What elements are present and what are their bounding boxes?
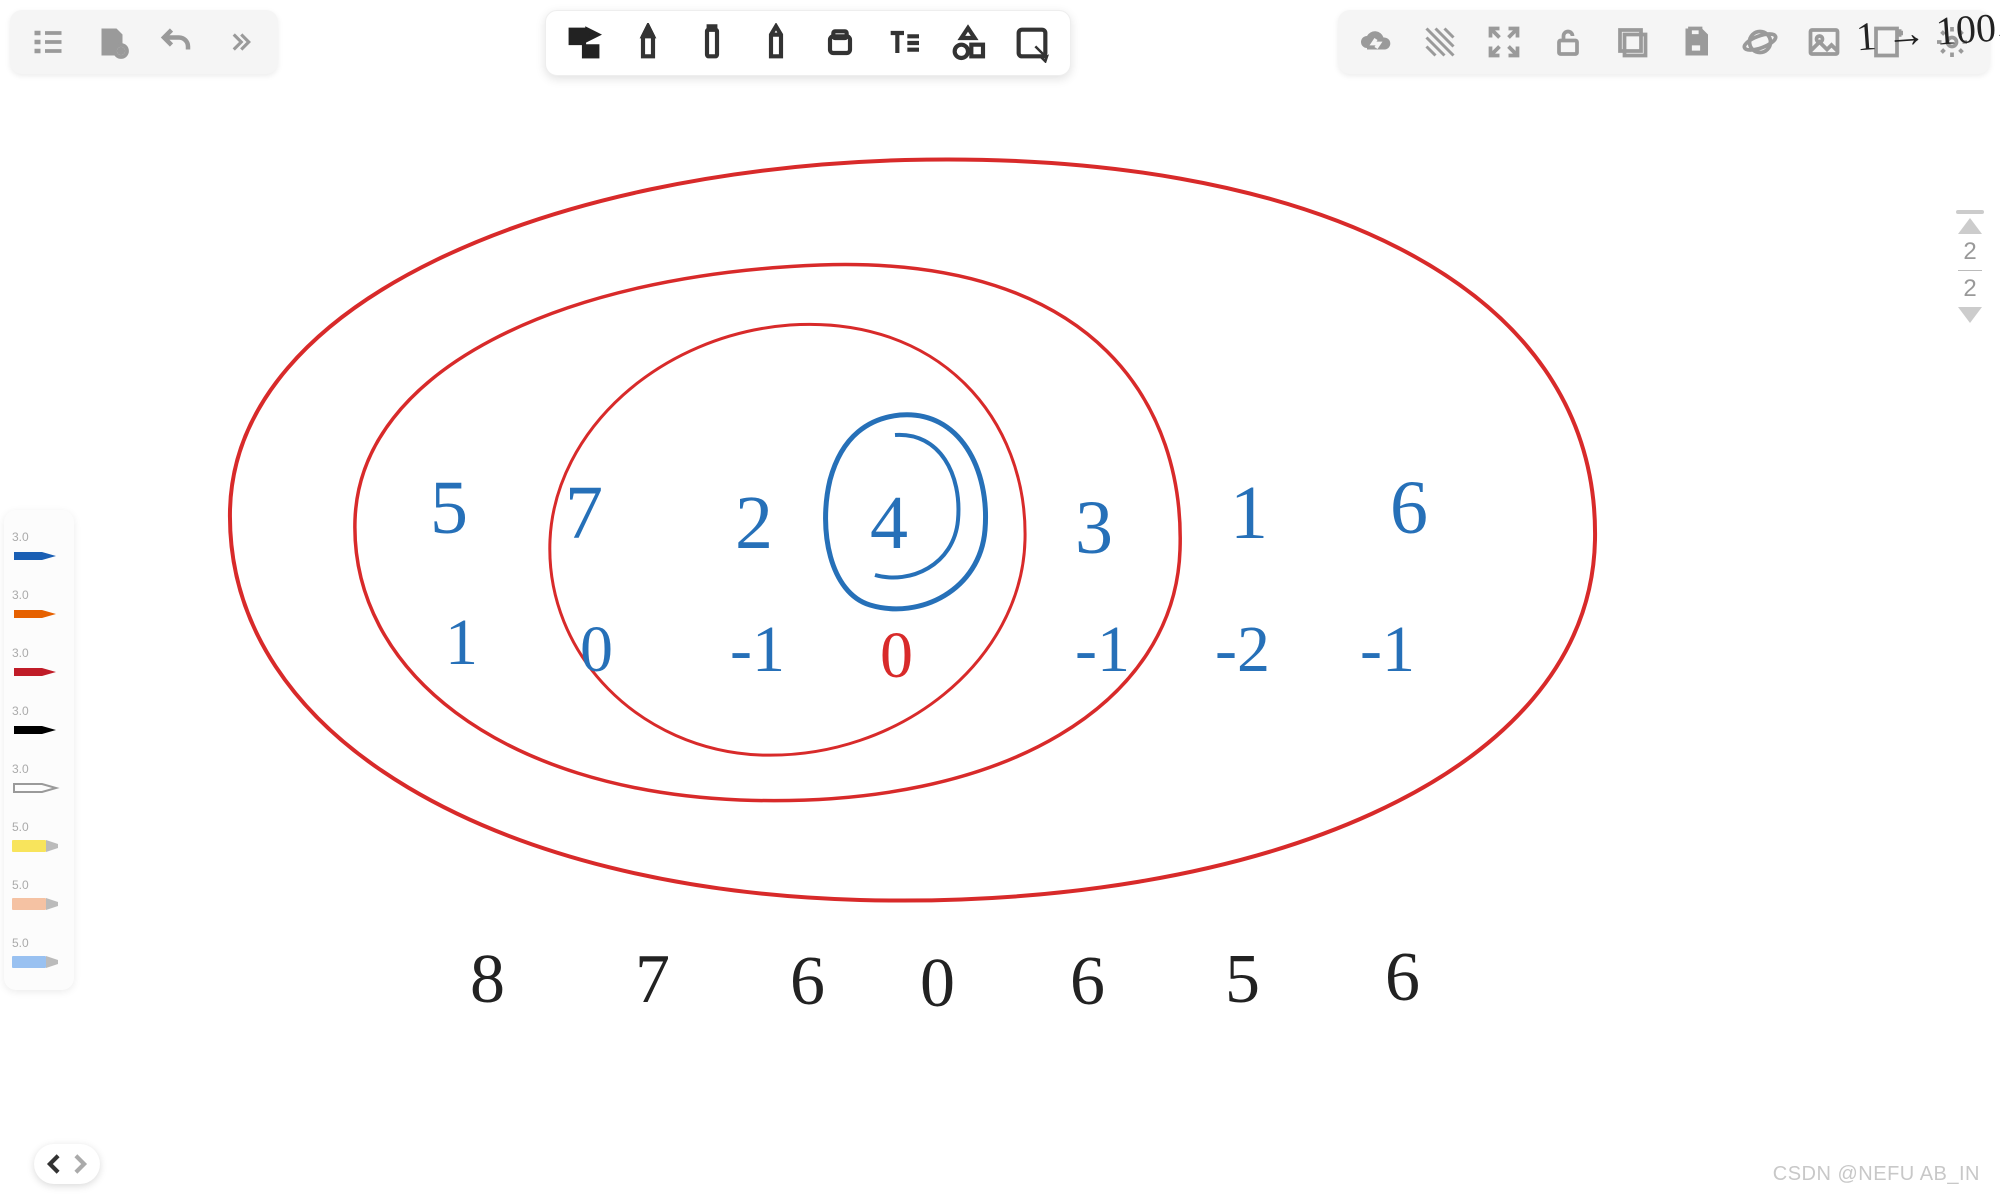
handwritten-number: -1 xyxy=(1075,612,1130,688)
handwritten-number: 7 xyxy=(565,470,603,557)
handwritten-number: 0 xyxy=(920,944,955,1024)
handwritten-number: 0 xyxy=(880,618,913,694)
handwritten-number: 6 xyxy=(1390,465,1428,552)
handwritten-number: 5 xyxy=(1225,940,1260,1020)
handwritten-number: 6 xyxy=(1070,942,1105,1022)
handwritten-number: 0 xyxy=(580,612,613,688)
bottom-page-nav xyxy=(34,1144,100,1184)
handwritten-number: 2 xyxy=(735,480,773,567)
handwritten-number: -1 xyxy=(1360,612,1415,688)
prev-page-icon[interactable] xyxy=(42,1150,66,1178)
handwritten-number: -2 xyxy=(1215,612,1270,688)
handwritten-number: -1 xyxy=(730,612,785,688)
handwritten-number: 3 xyxy=(1075,485,1113,572)
handwritten-number: 5 xyxy=(430,465,468,552)
handwritten-number: 4 xyxy=(870,480,908,567)
handwritten-number: 6 xyxy=(1385,938,1420,1018)
drawing-canvas[interactable] xyxy=(0,0,2000,1200)
handwritten-number: 8 xyxy=(470,940,505,1020)
handwritten-number: 6 xyxy=(790,942,825,1022)
handwritten-number: 1 xyxy=(1230,470,1268,557)
handwritten-number: 7 xyxy=(635,940,670,1020)
watermark: CSDN @NEFU AB_IN xyxy=(1773,1163,1980,1186)
next-page-icon[interactable] xyxy=(68,1150,92,1178)
handwritten-number: 1 xyxy=(445,605,478,681)
